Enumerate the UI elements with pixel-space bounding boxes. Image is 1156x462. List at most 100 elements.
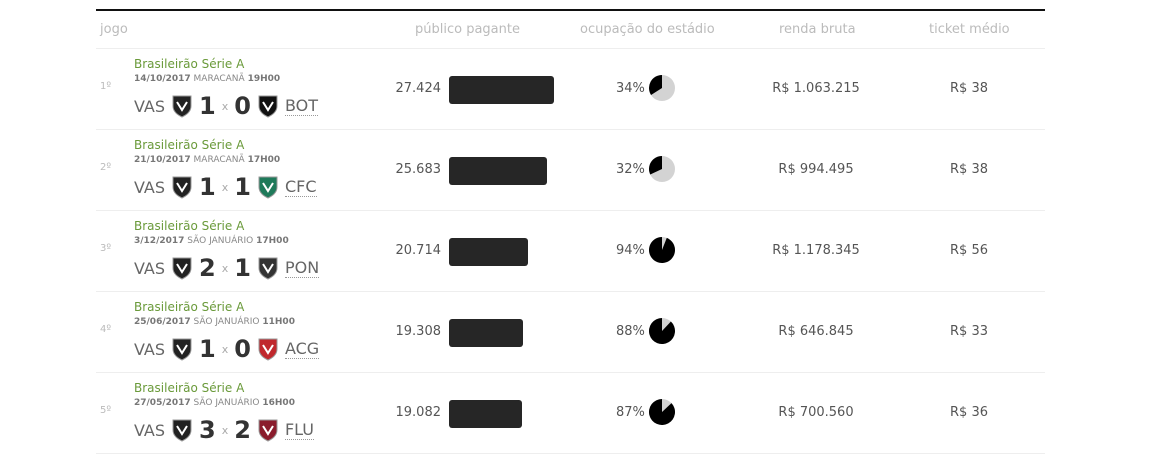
ocupacao-pie: [649, 237, 675, 263]
header-ticket: ticket médio: [929, 22, 1010, 37]
score-separator: x: [221, 180, 229, 194]
ocupacao-value: 34%: [616, 81, 645, 96]
ocupacao-value: 32%: [616, 162, 645, 177]
competition-link[interactable]: Brasileirão Série A: [134, 138, 245, 152]
match-score: VAS 1 x 0 BOT: [134, 91, 319, 121]
ocupacao-value: 88%: [616, 324, 645, 339]
away-crest-icon: [258, 338, 278, 361]
match-meta: 14/10/2017 MARACANÃ 19H00: [134, 74, 280, 84]
ocupacao-value: 94%: [616, 243, 645, 258]
home-crest-icon: [172, 176, 192, 199]
stadium: MARACANÃ: [193, 74, 245, 84]
match-time: 17H00: [256, 236, 289, 246]
pie-slice: [649, 318, 675, 344]
match-date: 21/10/2017: [134, 155, 191, 165]
ticket-value: R$ 38: [950, 162, 988, 177]
score-separator: x: [221, 261, 229, 275]
score-separator: x: [221, 423, 229, 437]
ocupacao-pie: [649, 156, 675, 182]
match-date: 25/06/2017: [134, 317, 191, 327]
home-team: VAS: [134, 420, 166, 440]
match-date: 27/05/2017: [134, 398, 191, 408]
away-crest-icon: [258, 419, 278, 442]
header-renda: renda bruta: [779, 22, 856, 37]
match-meta: 25/06/2017 SÃO JANUÁRIO 11H00: [134, 317, 295, 327]
ticket-value: R$ 36: [950, 405, 988, 420]
stadium: SÃO JANUÁRIO: [193, 398, 260, 408]
renda-value: R$ 1.178.345: [772, 243, 860, 258]
away-score: 0: [234, 92, 251, 120]
competition-link[interactable]: Brasileirão Série A: [134, 300, 245, 314]
match-score: VAS 2 x 1 PON: [134, 253, 320, 283]
match-meta: 21/10/2017 MARACANÃ 17H00: [134, 155, 280, 165]
match-date: 3/12/2017: [134, 236, 185, 246]
header-ocupacao: ocupação do estádio: [580, 22, 715, 37]
home-team: VAS: [134, 177, 166, 197]
match-score: VAS 1 x 1 CFC: [134, 172, 317, 202]
renda-value: R$ 646.845: [778, 324, 854, 339]
away-crest-icon: [258, 257, 278, 280]
score-separator: x: [221, 342, 229, 356]
away-score: 1: [234, 254, 251, 282]
attendance-table: jogo público pagante ocupação do estádio…: [96, 9, 1045, 454]
home-score: 3: [199, 416, 216, 444]
home-crest-icon: [172, 257, 192, 280]
table-row: 4º Brasileirão Série A 25/06/2017 SÃO JA…: [96, 292, 1045, 373]
publico-bar: [449, 76, 554, 104]
score-separator: x: [221, 99, 229, 113]
match-time: 19H00: [247, 74, 281, 84]
publico-value: 20.714: [395, 243, 442, 258]
rank: 2º: [100, 162, 112, 173]
match-meta: 27/05/2017 SÃO JANUÁRIO 16H00: [134, 398, 295, 408]
pie-slice: [649, 156, 662, 175]
publico-value: 19.308: [395, 324, 442, 339]
publico-bar: [449, 319, 523, 347]
publico-bar: [449, 400, 523, 428]
ticket-value: R$ 56: [950, 243, 988, 258]
ocupacao-pie: [649, 75, 675, 101]
publico-value: 27.424: [395, 81, 442, 96]
publico-value: 19.082: [395, 405, 442, 420]
away-score: 1: [234, 173, 251, 201]
stadium: MARACANÃ: [193, 155, 245, 165]
competition-link[interactable]: Brasileirão Série A: [134, 381, 245, 395]
table-row: 1º Brasileirão Série A 14/10/2017 MARACA…: [96, 49, 1045, 130]
home-team: VAS: [134, 258, 166, 278]
home-crest-icon: [172, 419, 192, 442]
away-crest-icon: [258, 95, 278, 118]
header-publico: público pagante: [415, 22, 520, 37]
competition-link[interactable]: Brasileirão Série A: [134, 57, 245, 71]
stadium: SÃO JANUÁRIO: [193, 317, 260, 327]
table-row: 3º Brasileirão Série A 3/12/2017 SÃO JAN…: [96, 211, 1045, 292]
match-time: 11H00: [262, 317, 295, 327]
pie-slice: [649, 399, 675, 425]
home-crest-icon: [172, 95, 192, 118]
competition-link[interactable]: Brasileirão Série A: [134, 219, 245, 233]
match-date: 14/10/2017: [134, 74, 191, 84]
home-crest-icon: [172, 338, 192, 361]
table-row: 5º Brasileirão Série A 27/05/2017 SÃO JA…: [96, 373, 1045, 454]
match-time: 16H00: [262, 398, 295, 408]
ocupacao-value: 87%: [616, 405, 645, 420]
rank: 3º: [100, 243, 112, 254]
publico-bar: [449, 238, 529, 266]
away-score: 0: [234, 335, 251, 363]
away-team-link[interactable]: BOT: [284, 95, 319, 116]
away-team-link[interactable]: PON: [284, 257, 320, 278]
rank: 1º: [100, 81, 112, 92]
away-team-link[interactable]: ACG: [284, 338, 320, 359]
pie-slice: [649, 75, 662, 95]
away-team-link[interactable]: FLU: [284, 419, 314, 440]
table-row: 2º Brasileirão Série A 21/10/2017 MARACA…: [96, 130, 1045, 211]
home-score: 1: [199, 92, 216, 120]
ocupacao-pie: [649, 399, 675, 425]
ticket-value: R$ 38: [950, 81, 988, 96]
match-time: 17H00: [247, 155, 281, 165]
away-team-link[interactable]: CFC: [284, 176, 317, 197]
match-score: VAS 3 x 2 FLU: [134, 415, 314, 445]
away-crest-icon: [258, 176, 278, 199]
publico-bar: [449, 157, 548, 185]
home-score: 2: [199, 254, 216, 282]
ocupacao-pie: [649, 318, 675, 344]
rank: 5º: [100, 405, 112, 416]
